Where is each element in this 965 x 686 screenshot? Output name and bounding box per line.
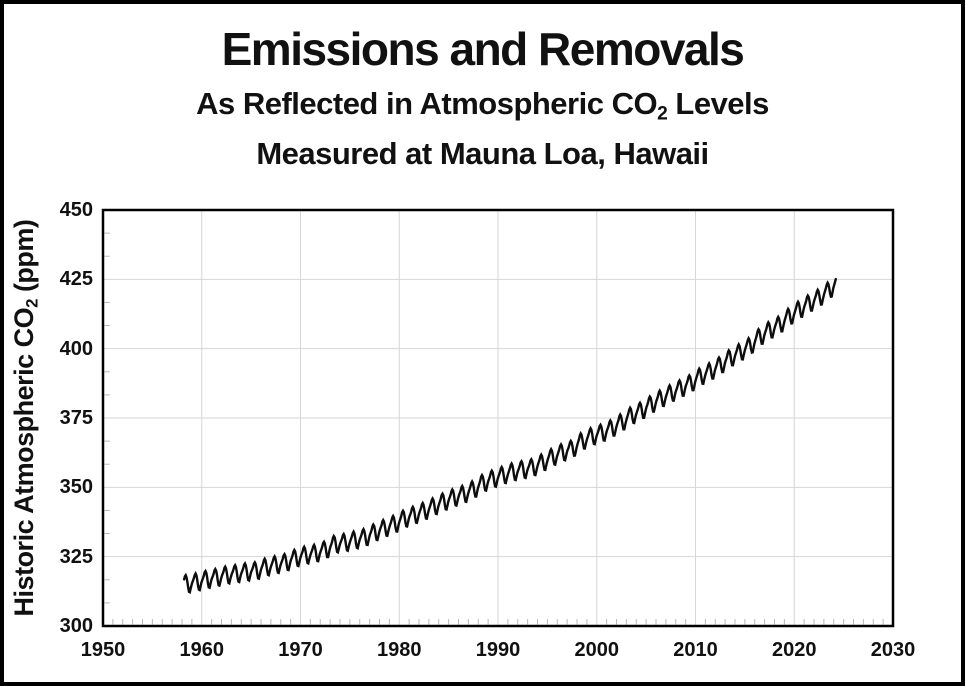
y-tick-label: 425 [59, 268, 93, 291]
x-tick-label: 1950 [80, 639, 126, 661]
chart-title: Emissions and Removals [221, 23, 745, 75]
x-tick-label: 1970 [278, 639, 323, 661]
x-tick-label: 2020 [772, 639, 817, 661]
co2-series-line [182, 277, 837, 594]
y-tick-label: 375 [59, 407, 93, 429]
x-tick-label: 1990 [475, 639, 521, 661]
chart-subtitle: As Reflected in Atmospheric CO2 Levels [0, 86, 965, 125]
chart-subtitle-text: As Reflected in Atmospheric CO [196, 86, 658, 121]
chart-subtitle-text-end: Levels [667, 86, 769, 121]
y-tick-label: 350 [59, 476, 93, 499]
y-tick-label: 325 [59, 545, 93, 568]
y-tick-label: 450 [59, 199, 93, 221]
x-tick-label: 2000 [574, 639, 620, 661]
x-tick-label: 1960 [179, 639, 225, 661]
y-tick-label: 300 [59, 615, 93, 637]
x-tick-label: 1980 [377, 639, 422, 661]
x-tick-label: 2030 [870, 639, 916, 661]
y-tick-label: 400 [59, 337, 93, 360]
plot-border [101, 208, 895, 628]
co2-subscript: 2 [657, 103, 668, 125]
x-tick-label: 2010 [673, 639, 718, 661]
chart-subtitle-location: Measured at Mauna Loa, Hawaii [256, 136, 709, 171]
